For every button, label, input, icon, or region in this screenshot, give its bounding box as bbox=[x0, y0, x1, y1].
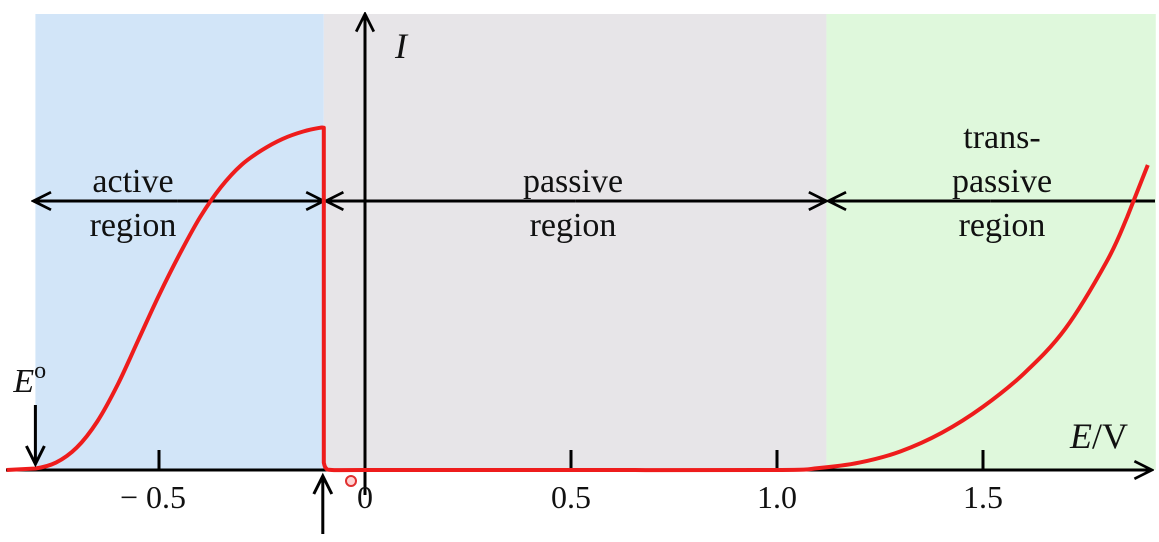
x-tick-label: − 0.5 bbox=[120, 479, 186, 515]
region-labels: active region passive region trans-passive re… bbox=[90, 119, 1052, 244]
equilibrium-potential-superscript: o bbox=[34, 358, 46, 384]
equilibrium-potential-label: Eo bbox=[12, 358, 46, 400]
x-axis-label-unit: /V bbox=[1092, 416, 1128, 456]
equilibrium-potential-annotation: Eo bbox=[12, 358, 46, 468]
region-label-active-0: active bbox=[92, 163, 173, 200]
region-label-active-1: region bbox=[90, 207, 177, 244]
passivation-potential-arrow bbox=[312, 472, 334, 534]
x-tick-label: 1.0 bbox=[757, 479, 797, 515]
region-label-passive-0: passive bbox=[523, 163, 623, 200]
x-ticks: − 0.5 0 0.5 1.0 1.5 bbox=[120, 450, 1003, 515]
x-tick-label: 1.5 bbox=[963, 479, 1003, 515]
y-axis-label: I bbox=[394, 26, 409, 66]
region-bg-passive bbox=[323, 14, 827, 470]
region-bg-transpassive bbox=[826, 14, 1156, 470]
x-axis-label-quantity: E bbox=[1069, 416, 1092, 456]
current-curve bbox=[6, 125, 1150, 473]
region-bg-active bbox=[35, 14, 324, 470]
region-backgrounds bbox=[35, 14, 1156, 470]
region-label-transpassive-0: trans- bbox=[963, 119, 1040, 156]
region-label-transpassive-2: region bbox=[959, 207, 1046, 244]
x-axis-label: E/V bbox=[1069, 416, 1128, 456]
equilibrium-potential-arrow bbox=[25, 405, 46, 468]
cursor-marker bbox=[345, 475, 357, 487]
x-tick-label: 0 bbox=[357, 479, 373, 515]
x-tick-label: 0.5 bbox=[551, 479, 591, 515]
region-label-transpassive-1: passive bbox=[952, 163, 1052, 200]
region-label-passive-1: region bbox=[530, 207, 617, 244]
